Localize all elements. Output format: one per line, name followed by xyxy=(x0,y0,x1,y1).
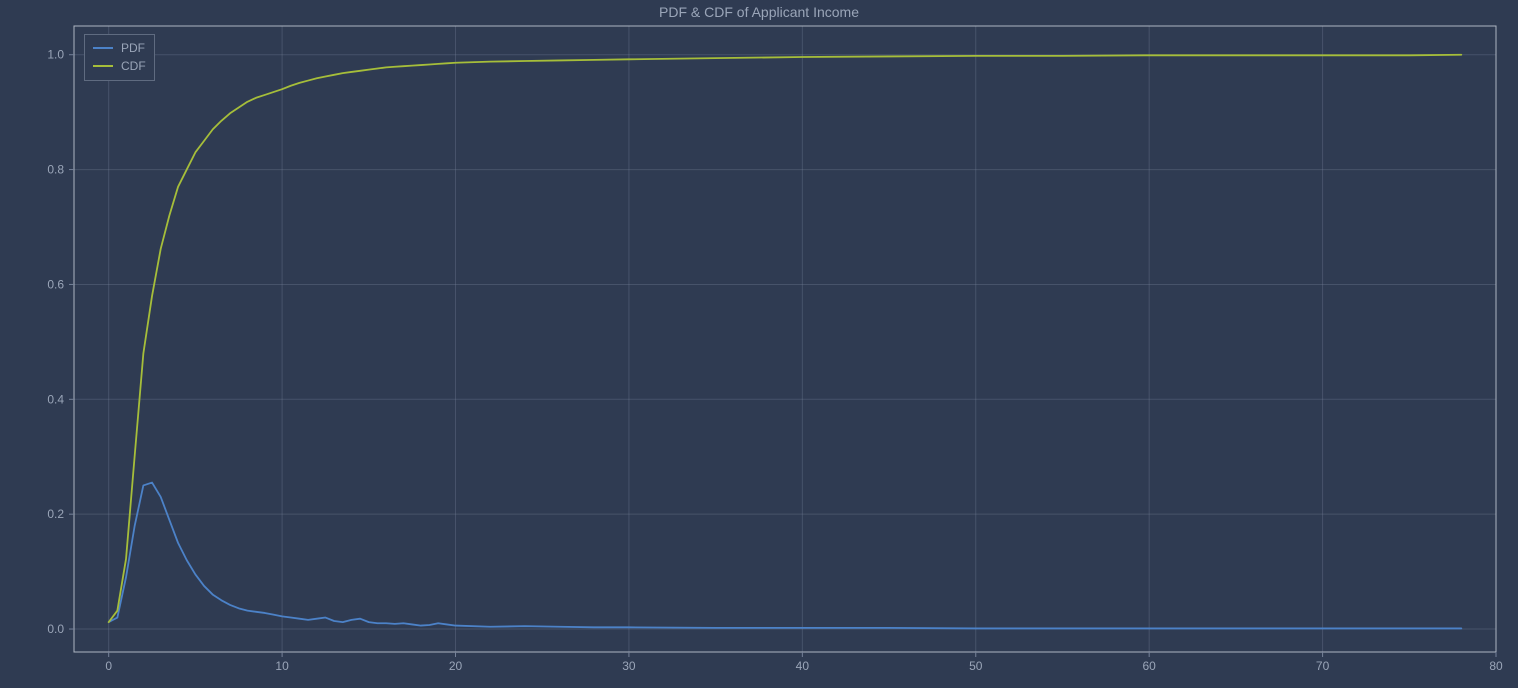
svg-text:0.6: 0.6 xyxy=(47,277,64,291)
svg-text:20: 20 xyxy=(449,659,463,673)
series-line-cdf xyxy=(109,55,1462,622)
svg-text:40: 40 xyxy=(796,659,810,673)
svg-text:80: 80 xyxy=(1489,659,1503,673)
svg-text:10: 10 xyxy=(275,659,289,673)
svg-text:0.4: 0.4 xyxy=(47,392,64,406)
series-line-pdf xyxy=(109,483,1462,629)
chart-plot: 0 10 20 30 40 50 60 70 80 0.0 0.2 0.4 0.6 0.8 1.0 xyxy=(0,0,1518,688)
legend-swatch-pdf xyxy=(93,47,113,49)
legend: PDF CDF xyxy=(84,34,155,81)
svg-text:0.8: 0.8 xyxy=(47,163,64,177)
svg-text:60: 60 xyxy=(1142,659,1156,673)
legend-label-cdf: CDF xyxy=(121,59,146,73)
legend-item-cdf: CDF xyxy=(93,57,146,75)
legend-label-pdf: PDF xyxy=(121,41,145,55)
svg-text:0.2: 0.2 xyxy=(47,507,64,521)
chart-container: PDF & CDF of Applicant Income 0102030405… xyxy=(0,0,1518,688)
svg-text:50: 50 xyxy=(969,659,983,673)
svg-text:30: 30 xyxy=(622,659,636,673)
svg-text:1.0: 1.0 xyxy=(47,48,64,62)
svg-text:70: 70 xyxy=(1316,659,1330,673)
legend-item-pdf: PDF xyxy=(93,39,146,57)
legend-swatch-cdf xyxy=(93,65,113,67)
svg-text:0.0: 0.0 xyxy=(47,622,64,636)
svg-text:0: 0 xyxy=(105,659,112,673)
